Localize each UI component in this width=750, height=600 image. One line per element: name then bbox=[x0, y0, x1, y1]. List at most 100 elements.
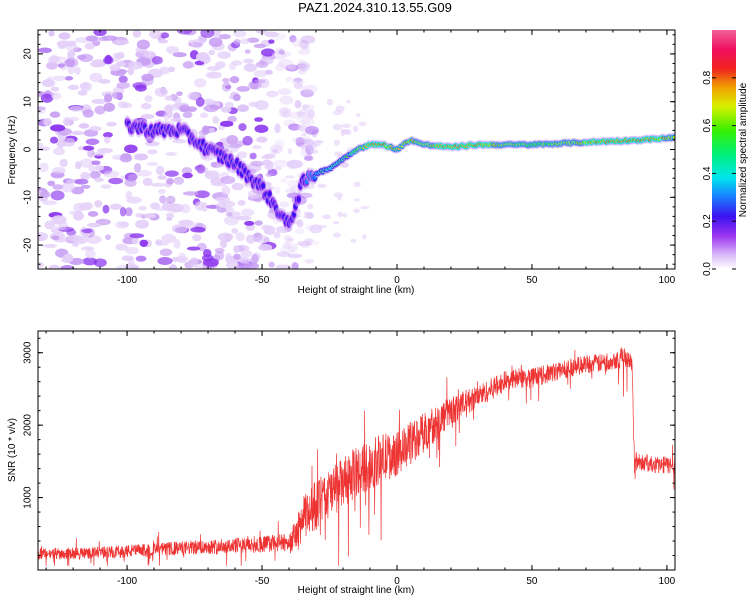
noise-blob bbox=[97, 147, 113, 154]
noise-blob bbox=[278, 49, 285, 55]
noise-blob bbox=[144, 95, 153, 103]
noise-blob bbox=[298, 88, 306, 93]
noise-blob bbox=[285, 175, 295, 179]
noise-blob bbox=[115, 221, 129, 229]
noise-blob bbox=[119, 154, 133, 163]
noise-blob bbox=[280, 112, 289, 118]
noise-blob bbox=[263, 153, 276, 159]
noise-blob bbox=[143, 50, 156, 59]
noise-blob bbox=[251, 253, 259, 264]
noise-blob bbox=[112, 92, 123, 100]
noise-blob bbox=[103, 136, 111, 144]
noise-blob bbox=[84, 42, 96, 50]
noise-blob bbox=[179, 104, 191, 113]
noise-blob bbox=[136, 39, 150, 50]
noise-blob bbox=[50, 92, 62, 100]
noise-blob bbox=[190, 226, 206, 233]
noise-blob bbox=[209, 104, 218, 110]
noise-blob bbox=[94, 165, 105, 171]
x-tick-label: 50 bbox=[526, 576, 538, 587]
noise-blob bbox=[40, 93, 54, 103]
noise-blob bbox=[128, 61, 143, 70]
noise-blob bbox=[109, 65, 121, 72]
noise-blob bbox=[299, 241, 311, 249]
y-tick-label: 1000 bbox=[23, 486, 34, 509]
noise-blob bbox=[81, 228, 93, 234]
noise-blob bbox=[166, 212, 175, 219]
noise-blob bbox=[125, 207, 133, 217]
noise-blob bbox=[294, 228, 305, 235]
snr-y-axis: 1000 2000 3000 bbox=[23, 337, 675, 571]
spectrogram-plot bbox=[38, 30, 675, 269]
noise-blob bbox=[297, 59, 306, 67]
noise-blob bbox=[157, 188, 166, 195]
snr-plot bbox=[38, 347, 675, 566]
noise-blob bbox=[249, 152, 257, 160]
noise-blob bbox=[235, 264, 249, 269]
noise-blob bbox=[199, 112, 209, 118]
noise-blob bbox=[238, 257, 251, 264]
noise-blob bbox=[303, 155, 314, 162]
noise-blob bbox=[132, 30, 142, 38]
noise-blob bbox=[268, 261, 275, 268]
noise-blob bbox=[284, 187, 296, 194]
noise-blob bbox=[300, 35, 316, 44]
noise-blob bbox=[255, 60, 269, 69]
noise-blob bbox=[146, 161, 159, 166]
noise-blob bbox=[224, 215, 239, 226]
noise-blob bbox=[38, 47, 52, 53]
noise-blob bbox=[182, 61, 194, 69]
noise-blob bbox=[73, 202, 86, 212]
noise-blob bbox=[48, 264, 60, 269]
noise-blob bbox=[165, 151, 178, 156]
noise-blob bbox=[302, 84, 318, 94]
noise-blob bbox=[52, 184, 64, 190]
noise-blob bbox=[129, 233, 145, 239]
noise-blob bbox=[50, 190, 65, 201]
noise-blob bbox=[274, 139, 285, 150]
noise-blob bbox=[39, 190, 51, 199]
noise-blob bbox=[166, 177, 174, 185]
noise-blob bbox=[297, 124, 307, 132]
noise-blob bbox=[53, 225, 67, 231]
noise-blob bbox=[72, 211, 84, 221]
noise-blob bbox=[166, 46, 180, 55]
noise-blob bbox=[256, 136, 268, 143]
noise-blob bbox=[332, 110, 343, 116]
colorbar bbox=[712, 30, 736, 269]
noise-blob bbox=[149, 30, 162, 39]
noise-blob bbox=[82, 145, 95, 151]
noise-blob bbox=[135, 255, 147, 262]
noise-blob bbox=[297, 114, 312, 125]
noise-blob bbox=[212, 116, 220, 124]
noise-blob bbox=[278, 107, 292, 115]
noise-blob bbox=[164, 170, 179, 177]
noise-blob bbox=[233, 253, 241, 260]
noise-blob bbox=[337, 195, 342, 201]
noise-blob bbox=[93, 30, 107, 37]
noise-blob bbox=[182, 172, 193, 179]
noise-blob bbox=[43, 117, 52, 127]
noise-blob bbox=[114, 53, 124, 60]
noise-blob bbox=[174, 226, 188, 234]
noise-blob bbox=[172, 52, 187, 58]
noise-blob bbox=[313, 143, 318, 149]
noise-blob bbox=[62, 253, 74, 263]
noise-blob bbox=[159, 248, 173, 257]
noise-blob bbox=[304, 225, 316, 231]
noise-blob bbox=[275, 264, 292, 269]
noise-blob bbox=[159, 195, 167, 204]
noise-blob bbox=[173, 176, 185, 185]
noise-blob bbox=[285, 76, 293, 83]
noise-blob bbox=[85, 138, 100, 145]
noise-blob bbox=[358, 121, 367, 126]
noise-blob bbox=[160, 32, 170, 39]
noise-blob bbox=[220, 120, 234, 127]
noise-blob bbox=[100, 184, 112, 189]
noise-blob bbox=[204, 171, 212, 177]
noise-blob bbox=[300, 136, 312, 144]
noise-blob bbox=[248, 101, 260, 107]
noise-blob bbox=[51, 235, 60, 240]
noise-blob bbox=[109, 203, 123, 210]
noise-blob bbox=[76, 54, 87, 60]
